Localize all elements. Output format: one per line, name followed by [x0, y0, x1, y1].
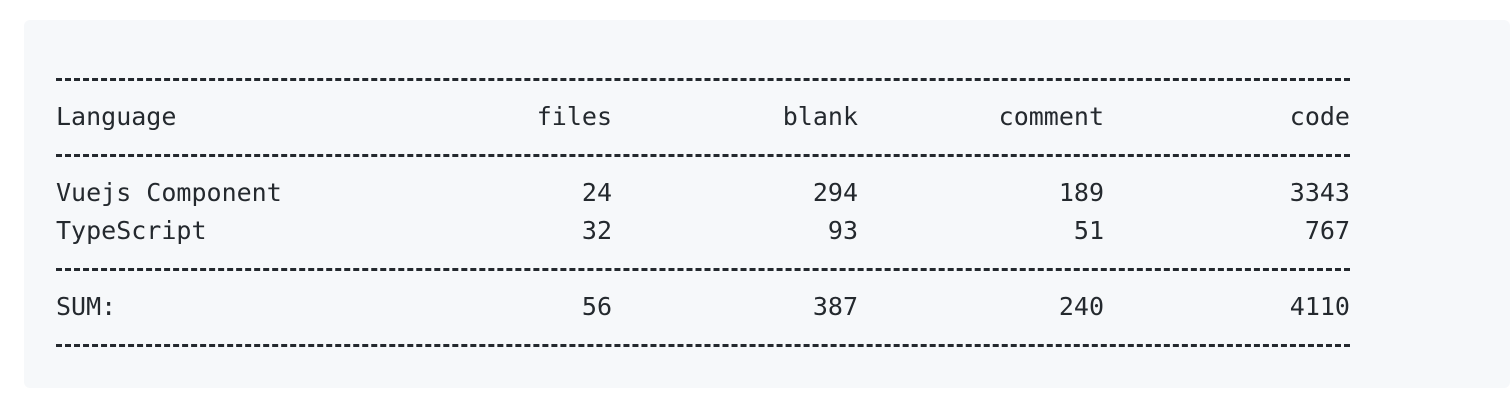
sum-blank: 387 [812, 292, 858, 321]
header-blank: blank [782, 102, 858, 131]
separator-line [56, 326, 1478, 364]
table-row: Vuejs Component 24 294 189 3343 [56, 174, 1478, 212]
row-comment: 51 [1073, 216, 1104, 245]
row-files: 24 [581, 178, 612, 207]
separator-line [56, 250, 1478, 288]
header-comment: comment [998, 102, 1104, 131]
row-comment: 189 [1058, 178, 1104, 207]
sum-row: SUM: 56 387 240 4110 [56, 288, 1478, 326]
separator-line [56, 136, 1478, 174]
header-files: files [536, 102, 612, 131]
row-language: Vuejs Component [56, 178, 282, 207]
row-blank: 93 [827, 216, 858, 245]
row-code: 767 [1304, 216, 1350, 245]
table-header-row: Language files blank comment code [56, 98, 1478, 136]
code-block: Language files blank comment code Vuejs Compo… [24, 20, 1510, 388]
header-language: Language [56, 102, 177, 131]
row-files: 32 [581, 216, 612, 245]
table-row: TypeScript 32 93 51 767 [56, 212, 1478, 250]
header-code: code [1289, 102, 1350, 131]
row-blank: 294 [812, 178, 858, 207]
row-code: 3343 [1289, 178, 1350, 207]
sum-files: 56 [581, 292, 612, 321]
sum-label: SUM: [56, 292, 117, 321]
row-language: TypeScript [56, 216, 207, 245]
cloc-output: Language files blank comment code Vuejs Compo… [56, 60, 1478, 364]
sum-comment: 240 [1058, 292, 1104, 321]
sum-code: 4110 [1289, 292, 1350, 321]
separator-line [56, 60, 1478, 98]
